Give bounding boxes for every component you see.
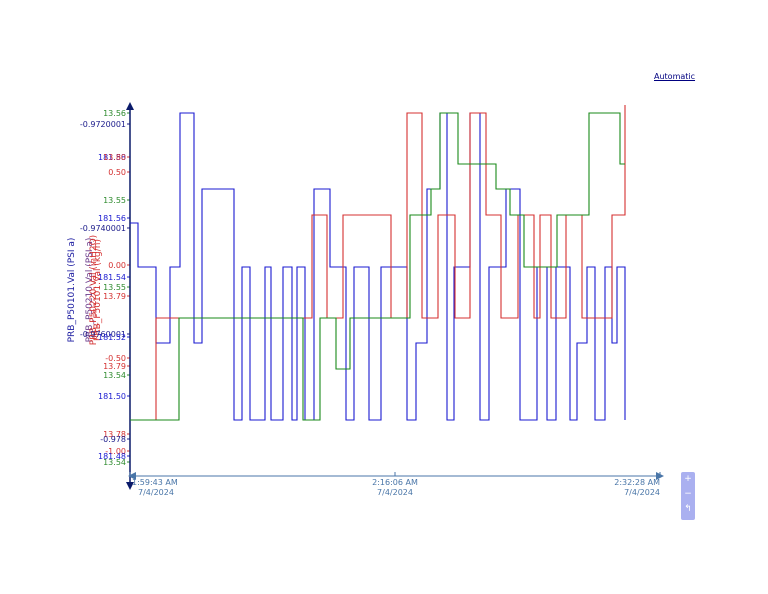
y-tick-label: 13.54 bbox=[103, 371, 126, 380]
x-tick-date: 7/4/2024 bbox=[377, 488, 413, 497]
y-tick-label: -1.00 bbox=[105, 447, 126, 456]
y-tick-label: 13.79 bbox=[103, 292, 126, 301]
y-tick-label: 13.55 bbox=[103, 196, 126, 205]
x-tick-time: 1:59:43 AM bbox=[132, 478, 178, 487]
y-axis-titles: PRB_P50101.Val (PSI a) PRB_P50210.Val (PS… bbox=[67, 235, 103, 345]
y-tick-label: 13.55 bbox=[103, 283, 126, 292]
y-axis-title: PRB_P50220.Val (inH2O) bbox=[89, 235, 99, 345]
y-tick-label: -0.50 bbox=[105, 354, 126, 363]
y-tick-label: -0.9740001 bbox=[80, 224, 126, 233]
y-tick-label: 0.00 bbox=[108, 261, 126, 270]
y-tick-label: -0.978 bbox=[100, 435, 126, 444]
x-tick-time: 2:32:28 AM bbox=[614, 478, 660, 487]
reset-zoom-icon[interactable]: ↰ bbox=[684, 504, 692, 514]
x-tick-date: 7/4/2024 bbox=[138, 488, 174, 497]
y-tick-label: 181.48 bbox=[98, 452, 126, 461]
y-tick-label: 181.56 bbox=[98, 214, 126, 223]
scale-mode-link[interactable]: Automatic bbox=[654, 72, 696, 81]
y-tick-label: 13.79 bbox=[103, 362, 126, 371]
y-tick-label: -0.9760001 bbox=[80, 330, 126, 339]
zoom-out-icon[interactable]: − bbox=[684, 489, 692, 499]
series-lines bbox=[130, 105, 626, 421]
y-axis-title: PRB_P50101.Val (PSI a) bbox=[67, 238, 77, 343]
y-tick-label: 13.80 bbox=[103, 153, 126, 162]
y-tick-label: 181.54 bbox=[98, 273, 126, 282]
y-tick-labels: 13.56-0.9720001181.5813.800.5013.55181.5… bbox=[80, 109, 130, 467]
x-tick-time: 2:16:06 AM bbox=[372, 478, 418, 487]
axes bbox=[126, 102, 664, 490]
x-tick-date: 7/4/2024 bbox=[624, 488, 660, 497]
series-line-1 bbox=[130, 105, 626, 421]
y-axis-arrow-up bbox=[126, 102, 134, 110]
series-line-2 bbox=[130, 112, 625, 421]
y-axis-title: PRB_F50101.Val (kg/h) bbox=[93, 239, 103, 341]
x-axis-arrow-left bbox=[128, 472, 136, 480]
zoom-toolbar: + − ↰ bbox=[681, 472, 695, 520]
zoom-in-icon[interactable]: + bbox=[684, 474, 692, 484]
y-tick-label: 181.52 bbox=[98, 333, 126, 342]
y-tick-label: -0.9720001 bbox=[80, 120, 126, 129]
y-tick-label: 181.58 bbox=[98, 153, 126, 162]
y-tick-label: 13.54 bbox=[103, 458, 126, 467]
y-axis-arrow-down bbox=[126, 482, 134, 490]
y-axis-title: PRB_P50210.Val (PSI a) bbox=[85, 238, 95, 343]
y-tick-label: 13.56 bbox=[103, 109, 126, 118]
y-tick-label: 0.50 bbox=[108, 168, 126, 177]
y-tick-label: 181.50 bbox=[98, 392, 126, 401]
y-tick-label: 13.78 bbox=[103, 430, 126, 439]
